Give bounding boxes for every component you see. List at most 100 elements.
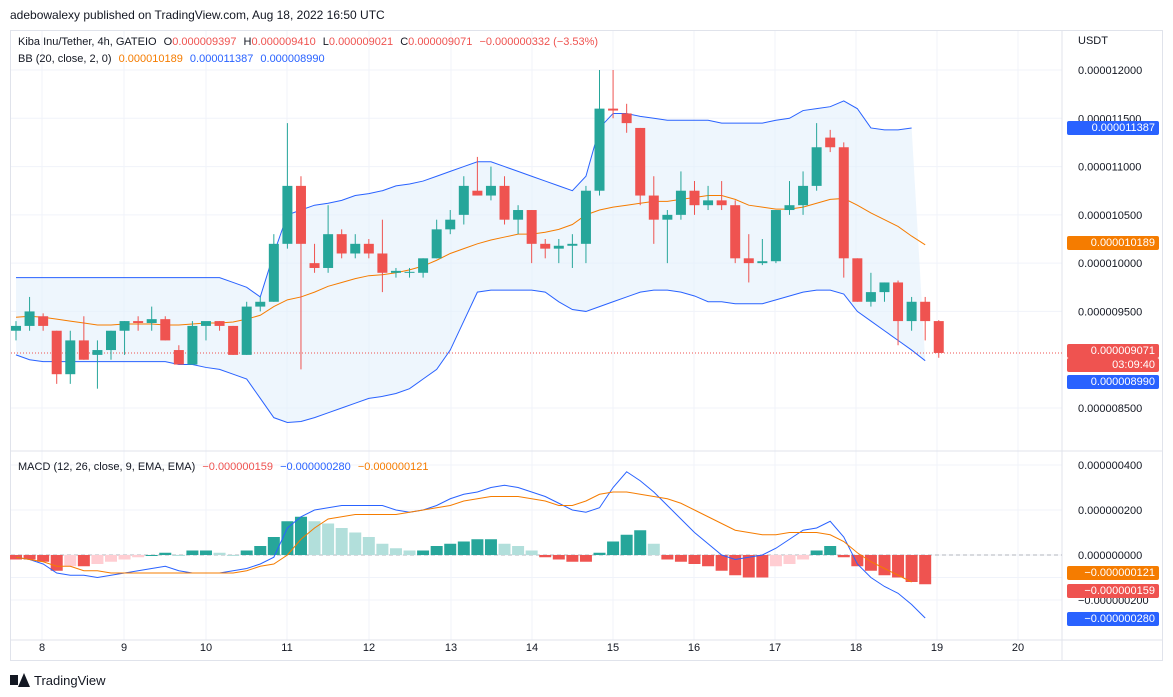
time-axis-label: 19 xyxy=(931,642,943,654)
candle-body xyxy=(105,330,116,351)
close-value: 0.000009071 xyxy=(408,36,473,48)
macd-hist-bar xyxy=(240,550,253,555)
candle-body xyxy=(228,325,239,355)
candle-body xyxy=(567,243,578,246)
candle-body xyxy=(893,282,904,322)
macd-tag-hist: −0.000000159 xyxy=(1067,584,1159,598)
price-tag-last: 0.000009071 xyxy=(1067,344,1159,358)
candle-body xyxy=(241,306,252,355)
time-axis-label: 20 xyxy=(1012,642,1024,654)
candle-body xyxy=(295,185,306,244)
macd-hist-bar xyxy=(756,555,769,578)
candle-body xyxy=(309,263,320,268)
brand-name: TradingView xyxy=(34,672,106,688)
macd-axis-tick: 0.000000000 xyxy=(1078,550,1142,562)
price-tag-lower: 0.000008990 xyxy=(1067,375,1159,389)
macd-hist-bar xyxy=(322,523,335,555)
candle-body xyxy=(689,190,700,206)
macd-hist-bar xyxy=(118,555,131,560)
time-axis-label: 15 xyxy=(607,642,619,654)
candle-body xyxy=(214,321,225,326)
macd-hist-bar xyxy=(851,555,864,567)
macd-tag-signal: −0.000000121 xyxy=(1067,566,1159,580)
macd-hist-bar xyxy=(444,543,457,555)
macd-hist-bar xyxy=(132,555,145,558)
time-axis-label: 8 xyxy=(39,642,45,654)
macd-hist-bar xyxy=(23,555,36,560)
candle-body xyxy=(458,185,469,215)
candle-body xyxy=(418,258,429,273)
candle-body xyxy=(119,321,130,331)
open-value: 0.000009397 xyxy=(172,36,237,48)
macd-hist-bar xyxy=(376,543,389,555)
candle-body xyxy=(621,113,632,124)
candle-body xyxy=(594,108,605,191)
candle-body xyxy=(920,301,931,322)
candle-body xyxy=(879,282,890,293)
candle-body xyxy=(282,185,293,244)
macd-hist-bar xyxy=(607,541,620,555)
macd-hist-bar xyxy=(267,537,280,555)
time-axis-label: 16 xyxy=(688,642,700,654)
macd-hist-bar xyxy=(349,532,362,555)
macd-hist-bar xyxy=(512,546,525,555)
chart-frame[interactable] xyxy=(10,30,1163,661)
price-axis-tick: 0.000010500 xyxy=(1078,210,1142,222)
time-axis-label: 9 xyxy=(121,642,127,654)
candle-body xyxy=(743,258,754,264)
candle-body xyxy=(811,147,822,186)
macd-hist-bar xyxy=(145,555,158,556)
candle-body xyxy=(350,243,361,254)
macd-hist-bar xyxy=(905,555,918,582)
macd-hist-bar xyxy=(810,550,823,555)
macd-hist-bar xyxy=(647,543,660,555)
candle-body xyxy=(838,147,849,259)
bb-label: BB (20, close, 2, 0) xyxy=(18,53,112,65)
open-label: O xyxy=(163,36,173,48)
macd-axis-tick: −0.000000200 xyxy=(1078,595,1149,607)
macd-hist-bar xyxy=(159,552,172,555)
macd-hist-bar xyxy=(50,555,63,571)
macd-signal-value: −0.000000121 xyxy=(357,461,429,473)
candle-body xyxy=(540,243,551,249)
macd-hist-bar xyxy=(362,537,375,555)
candle-body xyxy=(580,190,591,244)
macd-hist-bar xyxy=(634,530,647,555)
macd-hist-bar xyxy=(620,534,633,555)
candle-body xyxy=(648,195,659,220)
candle-body xyxy=(865,292,876,302)
candle-body xyxy=(200,321,211,326)
macd-hist-bar xyxy=(579,555,592,562)
candle-body xyxy=(38,316,49,326)
macd-hist-bar xyxy=(308,521,321,555)
candle-body xyxy=(336,234,347,254)
candle-body xyxy=(906,301,917,322)
symbol-title: Kiba Inu/Tether, 4h, GATEIO xyxy=(18,36,157,48)
macd-hist-bar xyxy=(91,555,104,564)
macd-label: MACD (12, 26, close, 9, EMA, EMA) xyxy=(18,461,196,473)
candle-body xyxy=(146,319,157,324)
candle-body xyxy=(485,185,496,196)
candle-body xyxy=(770,210,781,262)
macd-hist-bar xyxy=(227,555,240,556)
published-info: adebowalexy published on TradingView.com… xyxy=(10,8,385,22)
candle-body xyxy=(553,245,564,249)
macd-hist-bar xyxy=(335,528,348,555)
bb-basis-value: 0.000010189 xyxy=(118,53,183,65)
macd-hist-bar xyxy=(104,555,117,562)
macd-hist-bar xyxy=(430,546,443,555)
macd-hist-bar xyxy=(729,555,742,576)
bb-upper-line xyxy=(16,100,912,298)
time-axis-label: 12 xyxy=(363,642,375,654)
candle-body xyxy=(24,311,35,326)
macd-hist-bar xyxy=(702,555,715,567)
macd-hist-bar xyxy=(213,552,226,555)
macd-hist-bar xyxy=(484,539,497,555)
time-axis-label: 17 xyxy=(769,642,781,654)
candle-body xyxy=(255,301,266,307)
macd-hist-bar xyxy=(539,555,552,558)
bb-upper-value: 0.000011387 xyxy=(189,53,254,65)
price-axis-tick: 0.000010000 xyxy=(1078,258,1142,270)
candle-body xyxy=(78,340,89,360)
